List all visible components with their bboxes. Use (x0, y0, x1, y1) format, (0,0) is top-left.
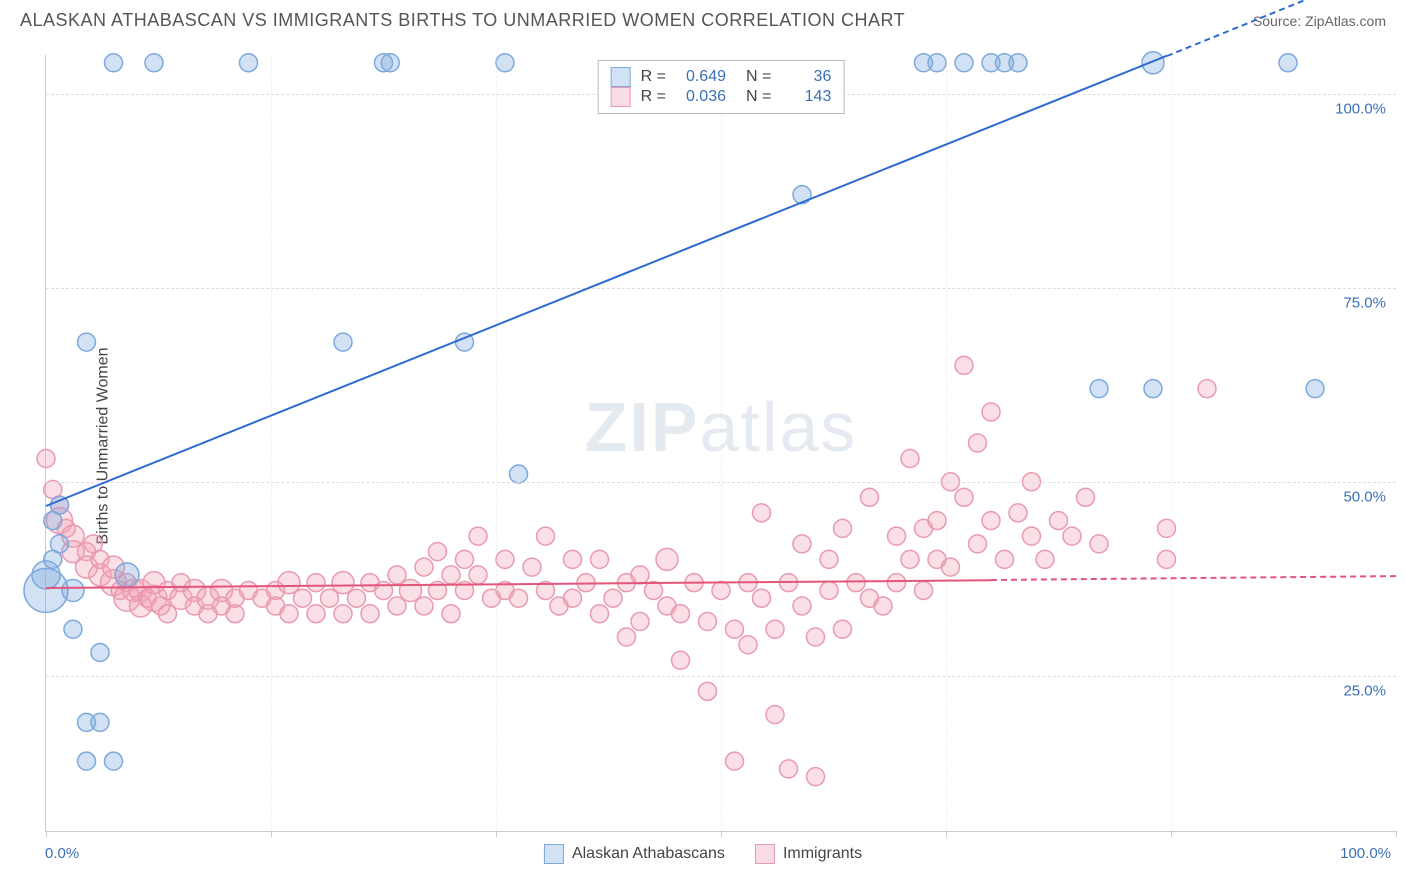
data-point (496, 54, 514, 72)
x-tick-mark (1171, 831, 1172, 837)
y-tick-label: 100.0% (1335, 100, 1386, 117)
x-tick-mark (946, 831, 947, 837)
data-point (105, 752, 123, 770)
grid-line-v (1171, 55, 1172, 831)
x-tick-mark (496, 831, 497, 837)
data-point (115, 563, 139, 587)
bottom-legend: Alaskan Athabascans Immigrants (544, 844, 862, 864)
scatter-chart: ZIPatlas R = 0.649 N = 36 R = 0.036 N = … (45, 55, 1396, 832)
data-point (91, 713, 109, 731)
swatch-pink-icon (611, 87, 631, 107)
swatch-blue-icon (611, 67, 631, 87)
data-point (78, 752, 96, 770)
data-point (334, 333, 352, 351)
grid-line-v (271, 55, 272, 831)
swatch-blue-icon (544, 844, 564, 864)
data-point (928, 54, 946, 72)
stat-row-blue: R = 0.649 N = 36 (611, 67, 832, 87)
x-tick-right: 100.0% (1340, 845, 1391, 862)
data-point (64, 620, 82, 638)
data-point (91, 644, 109, 662)
stat-legend: R = 0.649 N = 36 R = 0.036 N = 143 (598, 60, 845, 114)
legend-label-blue: Alaskan Athabascans (572, 845, 725, 863)
data-point (78, 333, 96, 351)
page-title: ALASKAN ATHABASCAN VS IMMIGRANTS BIRTHS … (20, 10, 905, 31)
data-point (1306, 380, 1324, 398)
source-label: Source: ZipAtlas.com (1253, 13, 1386, 29)
x-tick-mark (46, 831, 47, 837)
data-point (381, 54, 399, 72)
data-point (1279, 54, 1297, 72)
data-point (51, 535, 69, 553)
data-point (510, 465, 528, 483)
data-point (62, 579, 84, 601)
legend-item-blue: Alaskan Athabascans (544, 844, 725, 864)
x-tick-mark (271, 831, 272, 837)
grid-line-v (946, 55, 947, 831)
data-point (955, 54, 973, 72)
grid-line-v (496, 55, 497, 831)
stat-row-pink: R = 0.036 N = 143 (611, 87, 832, 107)
data-point (1090, 380, 1108, 398)
legend-item-pink: Immigrants (755, 844, 862, 864)
data-point (1144, 380, 1162, 398)
x-tick-mark (1396, 831, 1397, 837)
legend-label-pink: Immigrants (783, 845, 862, 863)
x-tick-mark (721, 831, 722, 837)
header: ALASKAN ATHABASCAN VS IMMIGRANTS BIRTHS … (0, 0, 1406, 31)
grid-line-v (721, 55, 722, 831)
x-tick-left: 0.0% (45, 845, 79, 862)
data-point (145, 54, 163, 72)
y-tick-label: 50.0% (1343, 488, 1386, 505)
y-tick-label: 75.0% (1343, 294, 1386, 311)
swatch-pink-icon (755, 844, 775, 864)
y-tick-label: 25.0% (1343, 682, 1386, 699)
data-point (1009, 54, 1027, 72)
data-point (105, 54, 123, 72)
data-point (240, 54, 258, 72)
